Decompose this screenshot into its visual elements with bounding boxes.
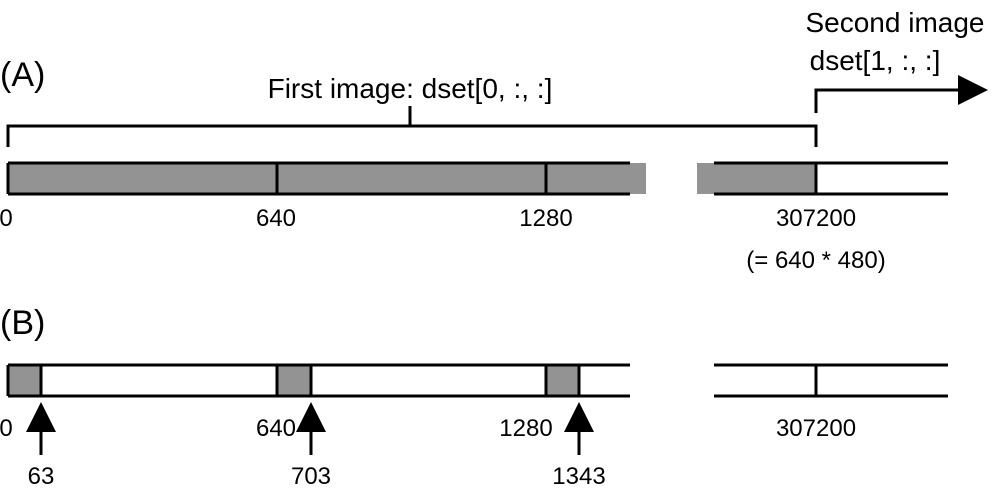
panel-a-tick-640: 640 xyxy=(256,205,296,232)
panel-b-tick-640: 640 xyxy=(256,415,296,442)
panel-a-bar-right xyxy=(697,161,948,196)
first-image-bracket xyxy=(6,106,818,147)
panel-b-bar-right xyxy=(714,363,948,398)
first-image-label: First image: dset[0, :, :] xyxy=(268,73,553,104)
arrow-label-63: 63 xyxy=(28,463,55,490)
second-image-arrow xyxy=(814,75,988,113)
panel-b-tick-307200: 307200 xyxy=(776,415,856,442)
second-image-label-line1: Second image xyxy=(805,7,984,38)
panel-b-label: (B) xyxy=(0,304,45,342)
panel-b-bar-left xyxy=(6,363,630,398)
panel-a-bar-left xyxy=(6,161,646,196)
arrow-label-703: 703 xyxy=(291,463,331,490)
panel-b-tick-1280: 1280 xyxy=(499,415,552,442)
second-image-label-line2: dset[1, :, :] xyxy=(810,45,941,76)
panel-a-tick-0: 0 xyxy=(0,205,13,232)
panel-a-tick-307200: 307200 xyxy=(776,205,856,232)
panel-b: (B) 0 640 1280 307200 xyxy=(0,304,948,490)
panel-a-label: (A) xyxy=(0,56,45,94)
panel-a: (A) First image: dset[0, :, :] Second im… xyxy=(0,7,988,274)
panel-a-tick-1280: 1280 xyxy=(519,205,572,232)
arrow-label-1343: 1343 xyxy=(552,463,605,490)
panel-a-note: (= 640 * 480) xyxy=(746,247,885,274)
panel-b-tick-0: 0 xyxy=(0,415,13,442)
